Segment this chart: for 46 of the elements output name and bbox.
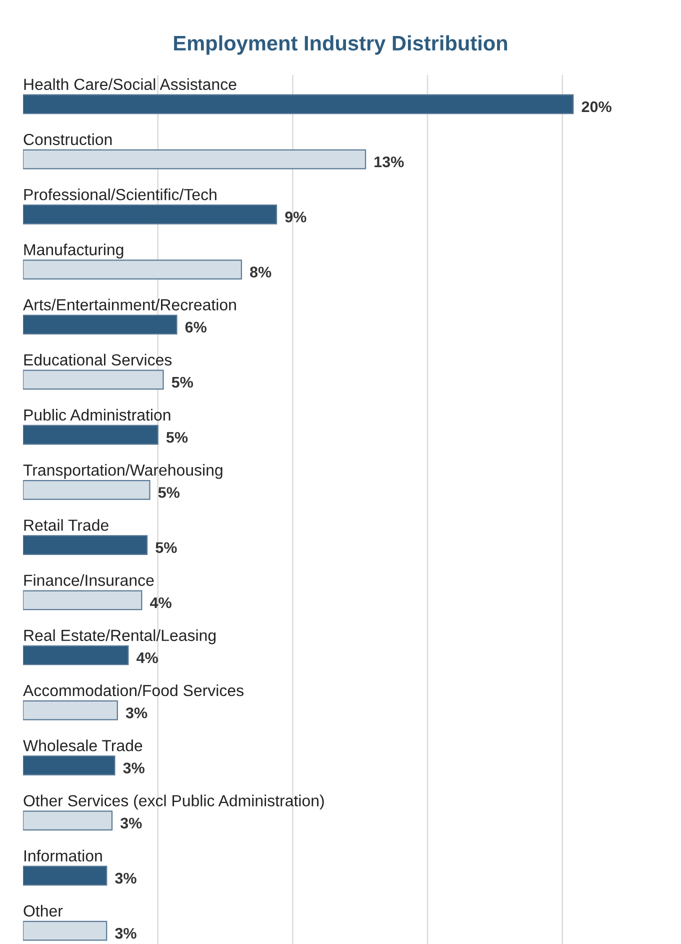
bar <box>23 920 108 941</box>
y-tick-label: Professional/Scientific/Tech <box>24 188 216 200</box>
bar <box>23 204 278 224</box>
bar <box>23 645 129 666</box>
y-tick-label: Educational Services <box>24 354 172 366</box>
data-label: 5% <box>156 542 177 553</box>
y-tick-label: Other Services (excl Public Administration) <box>24 794 324 810</box>
bar <box>23 535 148 555</box>
data-label: 9% <box>285 212 306 222</box>
data-label: 4% <box>150 597 172 608</box>
bar <box>23 756 116 776</box>
y-tick-label: Information <box>24 850 102 862</box>
y-tick-label: Wholesale Trade <box>23 740 142 752</box>
bar <box>23 94 574 114</box>
data-label: 3% <box>126 707 148 718</box>
y-tick-label: Health Care/Social Assistance <box>24 78 236 90</box>
data-label: 3% <box>115 928 136 939</box>
y-tick-label: Other <box>24 904 63 917</box>
data-label: 4% <box>136 652 158 664</box>
data-label: 3% <box>120 818 142 829</box>
bar <box>23 866 108 886</box>
y-tick-label: Real Estate/Rental/Leasing <box>24 629 216 644</box>
bar <box>23 700 118 720</box>
bar <box>23 480 150 500</box>
data-label: 3% <box>123 762 144 774</box>
data-label: 8% <box>250 266 272 278</box>
chart-title: Employment Industry Distribution <box>174 35 508 55</box>
data-label: 6% <box>185 322 206 333</box>
y-tick-label: Public Administration <box>24 408 170 421</box>
bar <box>23 590 142 610</box>
bar <box>23 810 113 830</box>
y-tick-label: Accommodation/Food Services <box>23 684 244 696</box>
data-label: 5% <box>172 376 194 388</box>
y-tick-label: Manufacturing <box>24 244 124 258</box>
y-tick-label: Finance/Insurance <box>24 574 154 586</box>
data-label: 3% <box>115 872 136 884</box>
y-tick-label: Arts/Entertainment/Recreation <box>23 298 236 310</box>
y-tick-label: Retail Trade <box>24 519 108 531</box>
bar <box>23 314 178 335</box>
y-tick-label: Transportation/Warehousing <box>23 464 222 479</box>
y-tick-label: Construction <box>24 133 112 146</box>
data-label: 20% <box>582 101 612 112</box>
data-label: 5% <box>166 432 188 443</box>
data-label: 13% <box>374 156 404 168</box>
bar <box>23 424 158 445</box>
data-label: 5% <box>158 487 180 498</box>
